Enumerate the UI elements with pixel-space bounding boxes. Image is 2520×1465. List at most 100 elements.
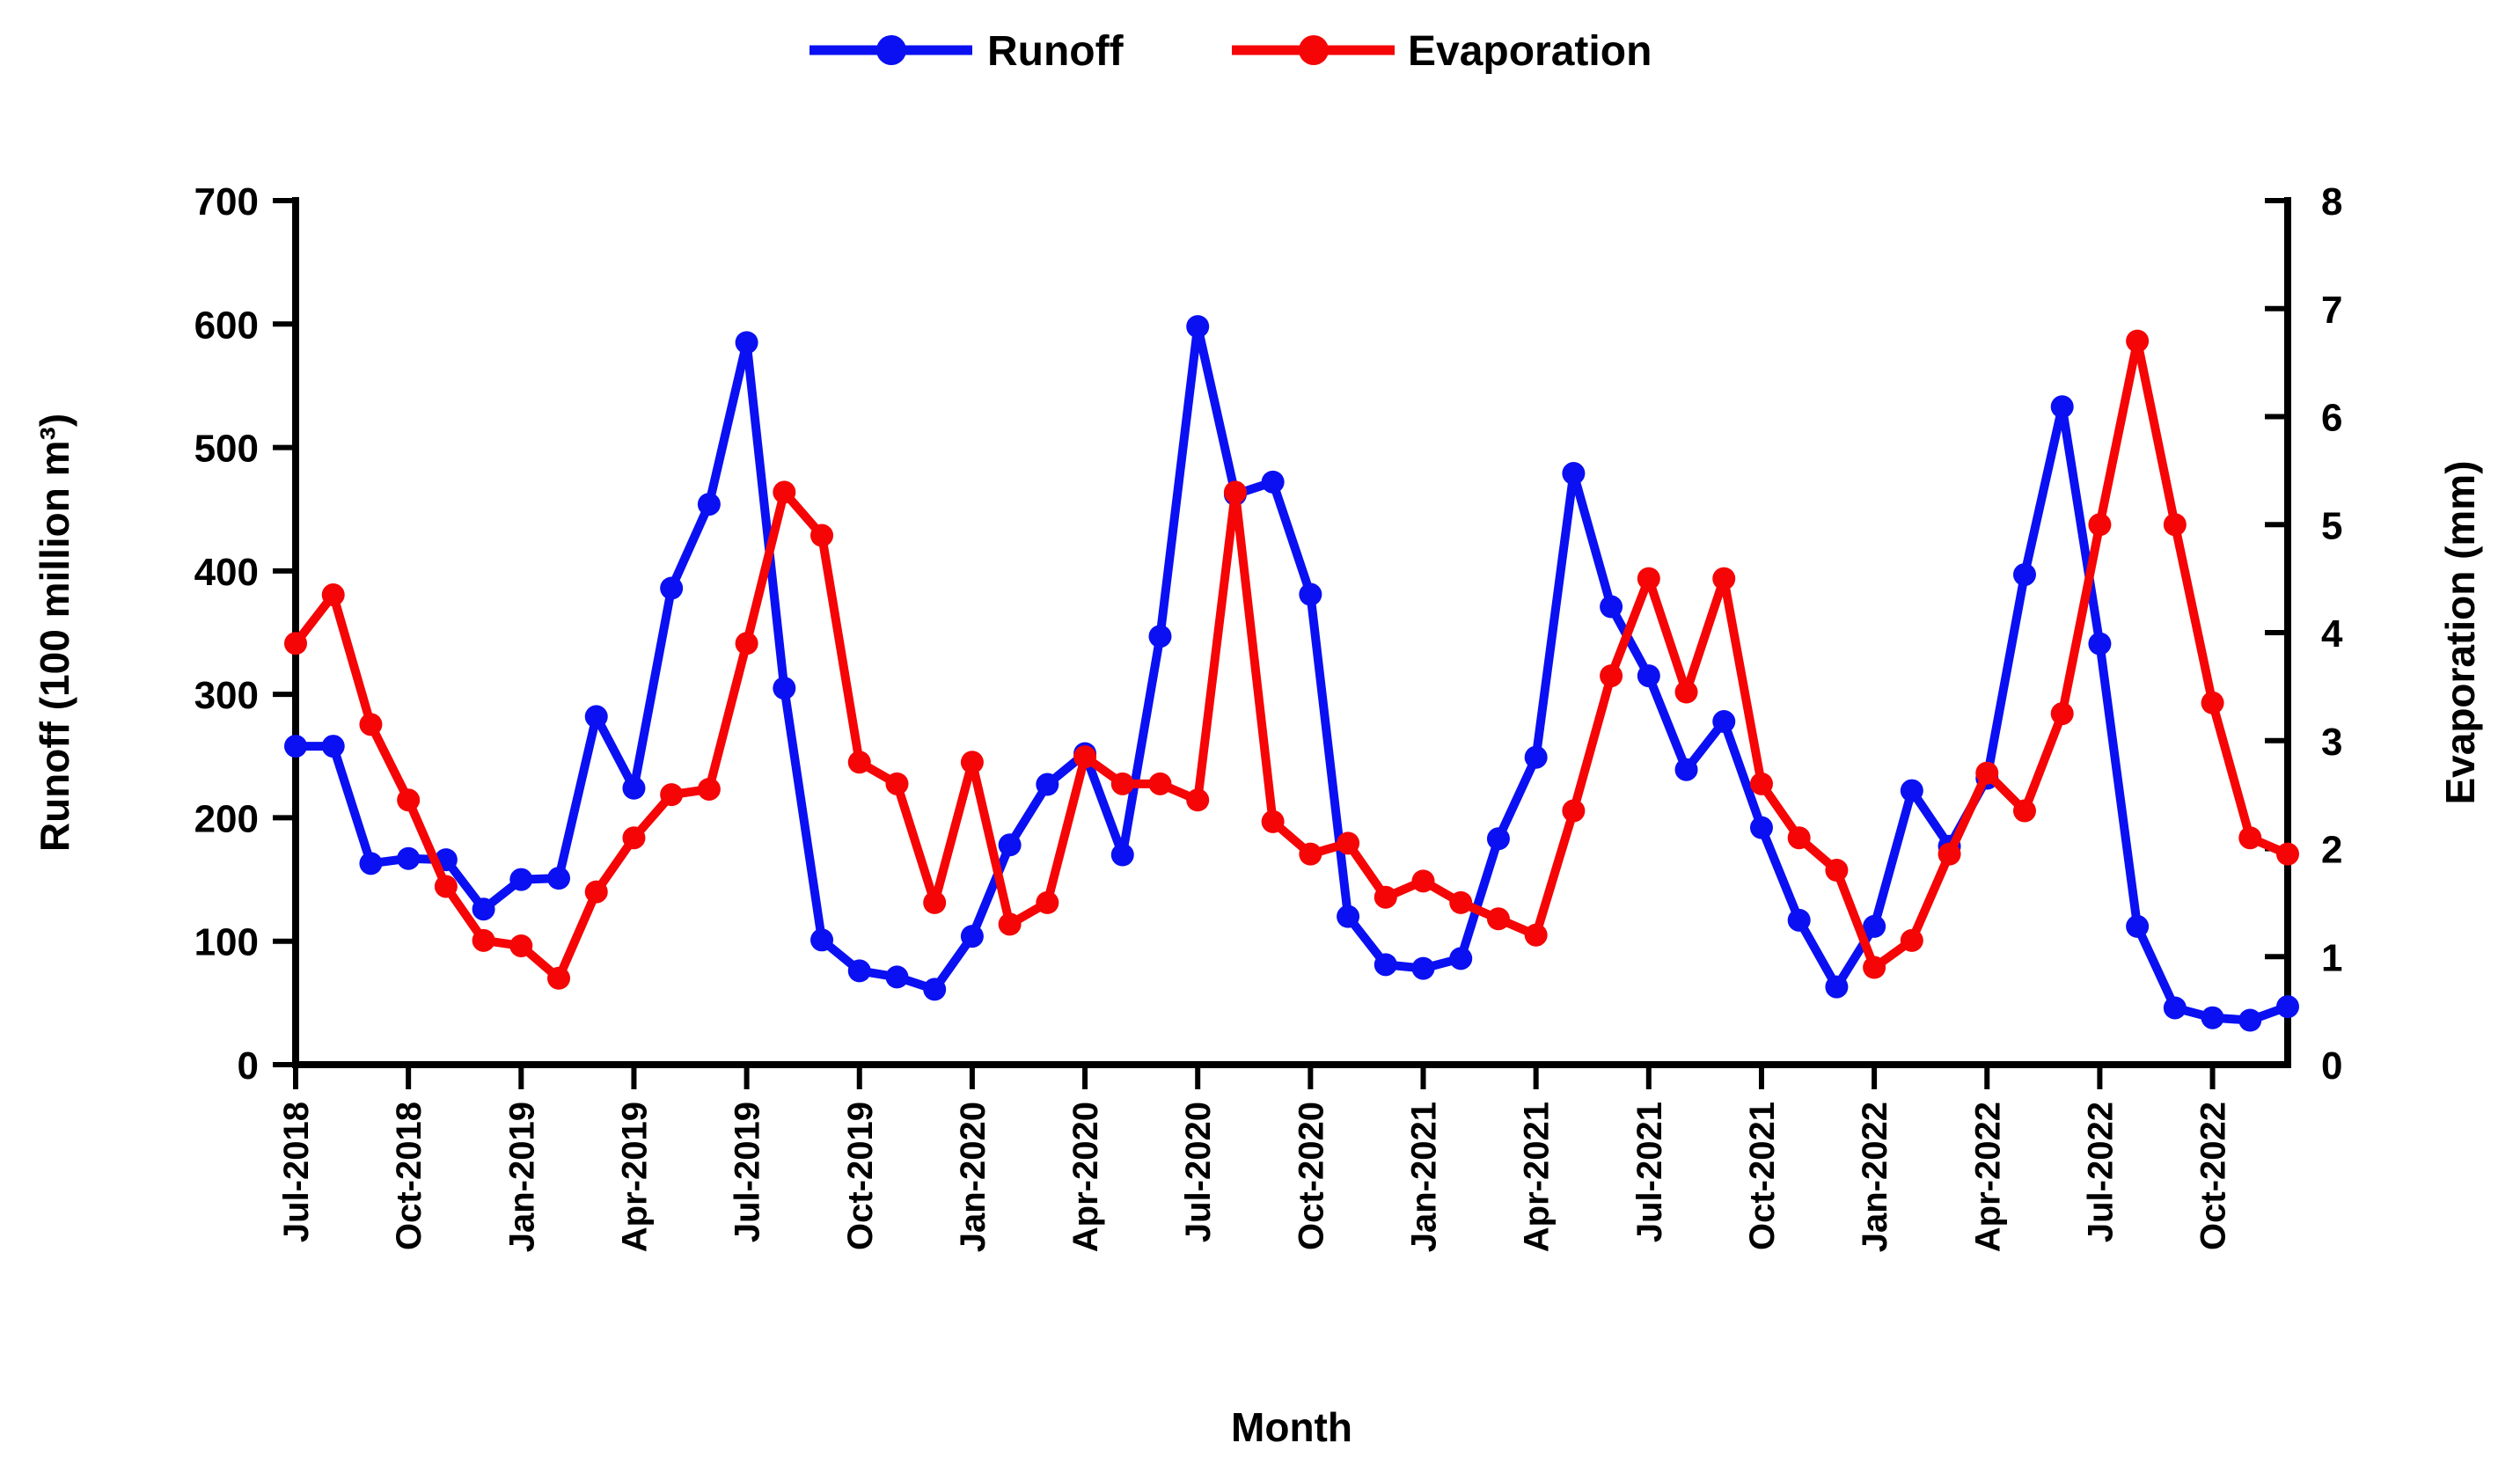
legend: Runoff Evaporation	[809, 28, 1652, 75]
x-axis-tick-label: Jul-2022	[2081, 1102, 2120, 1242]
evaporation-data-point	[2126, 329, 2150, 353]
legend-item-evaporation: Evaporation	[1232, 28, 1652, 75]
evaporation-data-point	[773, 480, 796, 504]
evaporation-data-point	[1486, 907, 1510, 931]
runoff-data-point	[2276, 995, 2299, 1019]
x-axis-tick-label: Jan-2020	[954, 1102, 993, 1252]
left-axis-tick-label: 400	[194, 551, 259, 594]
evaporation-legend-marker-icon	[1299, 35, 1329, 65]
right-axis-tick-label: 2	[2321, 829, 2342, 872]
runoff-data-point	[1787, 908, 1811, 932]
runoff-data-point	[2201, 1006, 2224, 1029]
runoff-data-point	[923, 978, 947, 1001]
runoff-data-point	[2050, 395, 2074, 419]
runoff-data-point	[1562, 462, 1586, 486]
runoff-data-point	[1299, 582, 1322, 606]
right-axis-tick-label: 0	[2321, 1044, 2342, 1088]
evaporation-data-point	[2238, 826, 2262, 850]
evaporation-data-point	[1261, 809, 1285, 833]
runoff-data-point	[284, 735, 307, 758]
evaporation-data-point	[1186, 788, 1210, 812]
evaporation-data-point	[2012, 799, 2036, 823]
left-axis-tick-label: 500	[194, 428, 259, 471]
runoff-data-point	[509, 868, 533, 891]
left-axis-tick-label: 100	[194, 921, 259, 964]
evaporation-data-point	[1299, 842, 1322, 866]
legend-item-runoff: Runoff	[809, 28, 1124, 75]
runoff-data-point	[885, 965, 909, 989]
evaporation-data-point	[547, 966, 571, 990]
right-axis-tick-label: 5	[2321, 504, 2342, 547]
evaporation-data-point	[1524, 923, 1548, 947]
evaporation-data-point	[1411, 869, 1435, 893]
evaporation-data-point	[584, 880, 608, 904]
evaporation-data-point	[735, 632, 758, 656]
runoff-data-point	[1337, 905, 1360, 928]
legend-label-evaporation: Evaporation	[1408, 28, 1652, 75]
x-axis-tick-label: Apr-2020	[1066, 1102, 1105, 1252]
runoff-data-point	[847, 959, 871, 983]
runoff-data-point	[1749, 816, 1773, 839]
evaporation-data-point	[472, 928, 495, 952]
runoff-data-point	[1863, 914, 1886, 938]
right-axis-tick-label: 4	[2321, 612, 2343, 656]
runoff-data-point	[1825, 975, 1849, 999]
evaporation-data-point	[1787, 826, 1811, 850]
evaporation-data-point	[1900, 928, 1923, 952]
right-axis-title: Evaporation (mm)	[2437, 460, 2483, 804]
evaporation-data-point	[885, 772, 909, 795]
evaporation-data-point	[697, 777, 721, 801]
x-axis-tick-label: Apr-2021	[1518, 1102, 1557, 1252]
evaporation-data-point	[1637, 567, 1660, 590]
legend-label-runoff: Runoff	[987, 28, 1124, 75]
runoff-data-point	[2238, 1008, 2262, 1032]
runoff-data-point	[1600, 595, 1623, 619]
runoff-data-point	[2088, 632, 2112, 656]
x-axis-tick-label: Oct-2020	[1292, 1102, 1330, 1250]
x-axis-tick-label: Jan-2019	[502, 1102, 541, 1252]
evaporation-data-point	[1073, 745, 1097, 769]
runoff-data-point	[1486, 827, 1510, 851]
x-axis-tick-label: Oct-2018	[390, 1102, 429, 1250]
left-axis-tick-label: 700	[194, 180, 259, 223]
evaporation-data-point	[1938, 842, 1961, 866]
runoff-data-point	[622, 776, 646, 800]
runoff-data-point	[1524, 745, 1548, 769]
evaporation-data-point	[284, 632, 307, 656]
x-axis-tick-labels: Jul-2018 Oct-2018 Jan-2019 Apr-2019 Jul-2019…	[277, 1102, 2233, 1252]
evaporation-data-point	[1749, 772, 1773, 795]
evaporation-data-point	[1825, 859, 1849, 883]
x-axis-tick-label: Apr-2019	[615, 1102, 654, 1252]
runoff-data-point	[2163, 996, 2187, 1020]
evaporation-data-point	[2050, 702, 2074, 726]
evaporation-data-point	[1374, 885, 1397, 909]
evaporation-data-point	[2088, 513, 2112, 537]
left-axis-ticks	[273, 198, 296, 1067]
runoff-data-point	[773, 677, 796, 700]
evaporation-data-point	[397, 788, 421, 812]
left-axis-tick-label: 0	[238, 1044, 259, 1088]
right-axis-tick-label: 8	[2321, 180, 2342, 223]
runoff-data-point	[810, 928, 834, 952]
x-axis-tick-label: Jan-2021	[1405, 1102, 1444, 1252]
x-axis-title: Month	[1231, 1404, 1352, 1450]
evaporation-data-point	[2276, 842, 2299, 866]
evaporation-data-point	[434, 875, 458, 898]
left-axis-title: Runoff (100 million m³)	[32, 414, 77, 852]
x-axis-tick-label: Apr-2022	[1968, 1102, 2007, 1252]
evaporation-data-point	[923, 890, 947, 914]
evaporation-data-point	[847, 751, 871, 774]
runoff-data-point	[1674, 758, 1698, 781]
runoff-data-point	[2012, 563, 2036, 587]
evaporation-data-point	[1148, 772, 1172, 795]
evaporation-data-point	[622, 826, 646, 850]
left-axis-tick-labels: 0 100 200 300 400 500 600 700	[194, 180, 259, 1088]
evaporation-data-point	[1562, 799, 1586, 823]
left-axis-tick-label: 600	[194, 304, 259, 347]
evaporation-data-point	[1975, 761, 1999, 785]
runoff-data-point	[1374, 953, 1397, 977]
runoff-data-point	[697, 493, 721, 516]
evaporation-data-point	[810, 524, 834, 547]
runoff-data-point	[321, 735, 345, 758]
